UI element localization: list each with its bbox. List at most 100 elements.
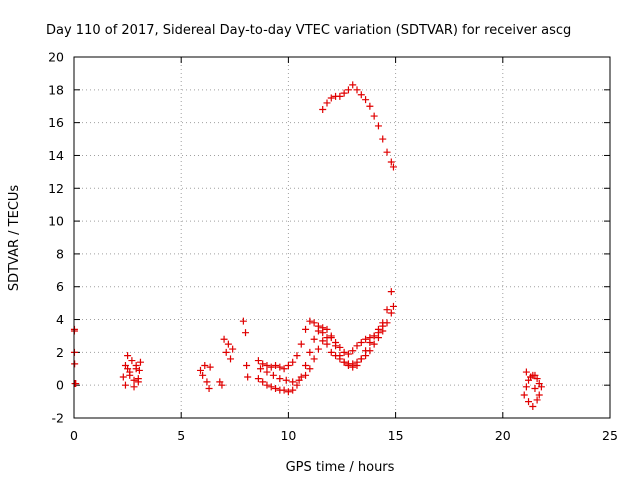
data-point [387, 309, 395, 317]
data-point [349, 363, 357, 371]
data-point [224, 340, 232, 348]
plot-frame [73, 56, 611, 419]
axis-ticks: 0 5 10 15 20 25 -2 0 2 4 6 8 10 12 14 16 18 20 [48, 50, 618, 444]
data-point [327, 348, 335, 356]
data-point [531, 384, 539, 392]
data-point [220, 335, 228, 343]
data-point [525, 398, 533, 406]
data-point [121, 381, 129, 389]
data-point [306, 317, 314, 325]
data-point [243, 361, 251, 369]
data-point [295, 376, 303, 384]
data-point [297, 340, 305, 348]
data-point [370, 340, 378, 348]
data-point [293, 381, 301, 389]
data-point [310, 319, 318, 327]
data-point [383, 148, 391, 156]
y-axis-label: SDTVAR / TECUs [7, 185, 22, 292]
data-point [349, 347, 357, 355]
data-point [289, 378, 297, 386]
y-tick-label: 20 [48, 50, 64, 65]
data-point [242, 329, 250, 337]
data-point [362, 347, 370, 355]
data-point [196, 366, 204, 374]
data-point [340, 348, 348, 356]
data-point [269, 371, 277, 379]
data-point [357, 355, 365, 363]
data-point [389, 163, 397, 171]
data-point [244, 373, 252, 381]
data-point [263, 381, 271, 389]
data-point [280, 386, 288, 394]
x-tick-label: 10 [280, 428, 296, 443]
data-point [257, 365, 265, 373]
x-axis-label: GPS time / hours [286, 460, 395, 475]
data-points [70, 81, 545, 411]
data-point [344, 361, 352, 369]
data-point [124, 365, 132, 373]
data-point [366, 102, 374, 110]
data-point [387, 158, 395, 166]
data-point [282, 376, 290, 384]
data-point [323, 340, 331, 348]
data-point [239, 317, 247, 325]
y-tick-label: 6 [56, 279, 64, 294]
x-tick-label: 0 [70, 428, 78, 443]
y-tick-label: 18 [48, 82, 64, 97]
data-point [340, 89, 348, 97]
data-point [336, 343, 344, 351]
data-point [370, 332, 378, 340]
data-point [310, 335, 318, 343]
data-point [289, 358, 297, 366]
data-point [276, 363, 284, 371]
data-point [522, 383, 530, 391]
data-point [379, 135, 387, 143]
data-point [349, 81, 357, 89]
data-point [379, 322, 387, 330]
y-tick-label: 10 [48, 214, 64, 229]
data-point [227, 355, 235, 363]
data-point [263, 368, 271, 376]
data-point [272, 361, 280, 369]
data-point [319, 324, 327, 332]
data-point [136, 358, 144, 366]
data-point [336, 92, 344, 100]
y-tick-label: -2 [52, 411, 64, 426]
data-point [135, 366, 143, 374]
y-tick-label: 2 [56, 345, 64, 360]
data-point [306, 348, 314, 356]
data-point [344, 86, 352, 94]
data-point [289, 386, 297, 394]
data-point [366, 334, 374, 342]
data-point [332, 339, 340, 347]
grid-lines [74, 57, 610, 418]
data-point [319, 337, 327, 345]
data-point [199, 371, 207, 379]
y-tick-label: 16 [48, 115, 64, 130]
data-point [306, 365, 314, 373]
y-tick-label: 14 [48, 148, 64, 163]
data-point [389, 302, 397, 310]
y-tick-label: 8 [56, 246, 64, 261]
data-point [374, 329, 382, 337]
data-point [206, 363, 214, 371]
data-point [537, 383, 545, 391]
data-point [267, 363, 275, 371]
data-point [370, 112, 378, 120]
data-point [374, 122, 382, 130]
data-point [357, 339, 365, 347]
data-point [533, 375, 541, 383]
data-point [267, 383, 275, 391]
data-point [353, 342, 361, 350]
data-point [387, 288, 395, 296]
data-point [119, 373, 127, 381]
data-point [130, 376, 138, 384]
data-point [259, 360, 267, 368]
data-point [535, 391, 543, 399]
data-point [344, 350, 352, 358]
data-point [362, 96, 370, 104]
y-tick-label: 12 [48, 181, 64, 196]
data-point [302, 371, 310, 379]
data-point [134, 375, 142, 383]
